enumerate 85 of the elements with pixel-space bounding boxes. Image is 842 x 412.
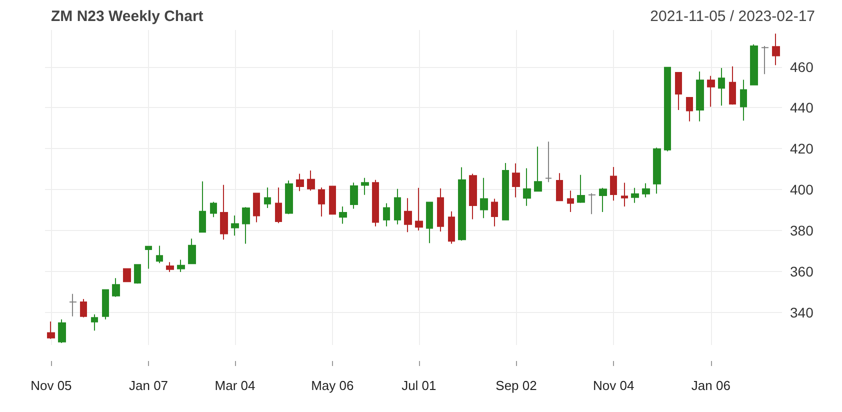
candlestick bbox=[58, 318, 66, 344]
candlestick bbox=[761, 45, 769, 75]
candlestick bbox=[556, 172, 563, 202]
candlestick bbox=[307, 170, 315, 192]
candlestick bbox=[134, 264, 141, 284]
candlestick bbox=[642, 182, 650, 198]
x-tick-label: Nov 04 bbox=[592, 378, 634, 393]
candlestick bbox=[588, 192, 596, 215]
candlestick bbox=[458, 166, 466, 242]
y-tick-label: 380 bbox=[790, 222, 814, 238]
candlestick bbox=[275, 187, 282, 224]
candlestick bbox=[404, 198, 412, 233]
candlestick bbox=[210, 201, 217, 218]
candlestick bbox=[426, 202, 433, 244]
candlestick bbox=[47, 320, 55, 340]
candlestick bbox=[718, 68, 725, 106]
x-tick-label: Jan 06 bbox=[691, 378, 730, 393]
candlestick bbox=[480, 177, 488, 219]
candlestick bbox=[199, 180, 206, 233]
candlestick bbox=[534, 146, 542, 192]
candlestick bbox=[512, 162, 520, 198]
candlestick bbox=[253, 192, 260, 223]
candlestick bbox=[621, 182, 628, 208]
candlestick bbox=[567, 190, 574, 213]
chart-subtitle: 2021-11-05 / 2023-02-17 bbox=[650, 8, 816, 25]
x-tick-label: Jul 01 bbox=[402, 378, 436, 393]
candlestick bbox=[448, 210, 455, 244]
x-tick-label: Mar 04 bbox=[214, 378, 256, 393]
candlestick bbox=[653, 147, 661, 194]
candlestick bbox=[329, 185, 336, 215]
candlestick bbox=[220, 184, 228, 240]
candlestick bbox=[102, 289, 109, 320]
candlestick bbox=[631, 187, 639, 204]
candlestick bbox=[188, 238, 196, 264]
y-tick-label: 420 bbox=[790, 140, 814, 157]
candlestick bbox=[285, 180, 293, 215]
candlestick bbox=[750, 44, 758, 86]
candlestick bbox=[610, 166, 617, 202]
candlestick bbox=[123, 268, 131, 282]
candlestick bbox=[361, 177, 369, 196]
candlestick bbox=[156, 245, 163, 264]
candlestick bbox=[740, 79, 747, 122]
candlestick bbox=[502, 162, 509, 221]
y-tick-label: 340 bbox=[790, 304, 814, 320]
candlestick bbox=[231, 215, 239, 236]
x-tick-label: Sep 02 bbox=[496, 378, 537, 393]
candlestick bbox=[523, 168, 531, 206]
y-tick-label: 460 bbox=[790, 58, 814, 75]
candlestick bbox=[707, 75, 715, 108]
candlestick bbox=[415, 187, 423, 231]
candlestick bbox=[491, 198, 498, 227]
candlestick bbox=[350, 182, 358, 210]
y-tick-label: 440 bbox=[790, 100, 814, 116]
x-tick-label: Jan 07 bbox=[128, 378, 168, 393]
candlestick bbox=[599, 187, 607, 213]
candlestick bbox=[80, 298, 87, 318]
candlestick bbox=[145, 246, 152, 270]
candlestick bbox=[545, 141, 552, 183]
candlestick bbox=[112, 278, 120, 298]
candlestick bbox=[91, 314, 98, 332]
candlestick bbox=[394, 188, 401, 225]
candlestick bbox=[577, 174, 585, 204]
candlestick bbox=[296, 173, 304, 192]
candlestick bbox=[696, 71, 704, 122]
x-tick-label: May 06 bbox=[311, 378, 354, 393]
chart-title: ZM N23 Weekly Chart bbox=[51, 8, 204, 25]
candlestick bbox=[318, 187, 325, 218]
candlestick bbox=[383, 202, 390, 227]
candlestick bbox=[729, 66, 736, 106]
y-tick-label: 360 bbox=[790, 263, 814, 280]
candlestick bbox=[69, 293, 77, 317]
candlestick bbox=[372, 179, 379, 227]
candlestick bbox=[242, 206, 250, 244]
x-tick-label: Nov 05 bbox=[30, 378, 72, 393]
candlestick bbox=[437, 188, 444, 232]
candlestick bbox=[664, 66, 671, 152]
y-tick-label: 400 bbox=[790, 182, 814, 198]
candlestick bbox=[469, 173, 477, 220]
candlestick bbox=[166, 262, 174, 272]
candlestick bbox=[264, 187, 271, 208]
candlestick bbox=[675, 72, 682, 110]
candlestick bbox=[772, 33, 780, 66]
candlestick bbox=[177, 259, 185, 272]
candlestick bbox=[686, 97, 693, 122]
candlestick bbox=[339, 206, 347, 224]
